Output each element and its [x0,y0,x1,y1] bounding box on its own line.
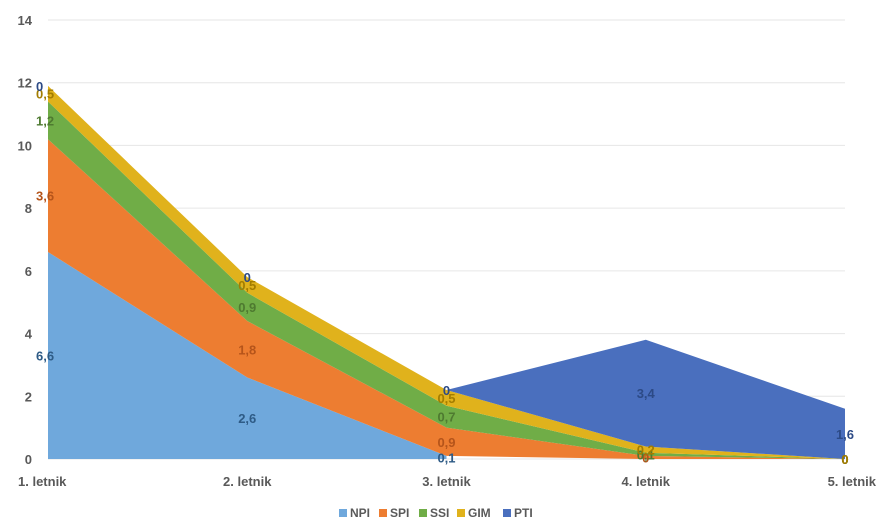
legend-label-spi: SPI [390,506,409,520]
data-label-spi: 0,9 [437,435,455,450]
legend-swatch-gim [457,509,465,517]
legend-label-npi: NPI [350,506,370,520]
y-tick-label: 4 [25,327,33,342]
data-label-pti: 0 [36,79,43,94]
area-pti [48,85,845,460]
y-axis-ticks: 0 2 4 6 8 10 12 14 [18,13,33,467]
data-label-pti: 0 [443,383,450,398]
legend-label-pti: PTI [514,506,533,520]
data-label-pti: 0 [244,270,251,285]
data-label-gim: 0 [841,452,848,467]
y-tick-label: 10 [18,138,32,153]
x-tick-label: 2. letnik [223,474,272,489]
data-labels: 6,62,60,13,61,80,90 01,20,90,70,1 00,50,50… [36,79,854,467]
x-tick-label: 3. letnik [422,474,471,489]
data-label-spi: 3,6 [36,189,54,204]
y-tick-label: 0 [25,452,32,467]
data-label-gim: 0,2 [637,443,655,458]
area-spi [48,139,845,459]
legend-swatch-spi [379,509,387,517]
legend-swatch-npi [339,509,347,517]
legend-swatch-ssi [419,509,427,517]
y-tick-label: 12 [18,76,32,91]
data-label-npi: 6,6 [36,349,54,364]
x-tick-label: 1. letnik [18,474,67,489]
data-label-ssi: 0 [841,452,848,467]
legend-label-ssi: SSI [430,506,449,520]
data-label-spi: 0 [642,450,649,465]
data-label-ssi: 0,9 [238,300,256,315]
area-series [48,85,845,460]
legend-swatch-pti [503,509,511,517]
y-tick-label: 2 [25,389,32,404]
data-label-pti: 1,6 [836,427,854,442]
x-axis-ticks: 1. letnik 2. letnik 3. letnik 4. letnik 5. l… [18,474,877,489]
data-label-gim: 0,5 [238,278,256,293]
x-tick-label: 4. letnik [622,474,671,489]
area-ssi [48,101,845,459]
data-label-pti: 3,4 [637,386,656,401]
data-label-npi: 0,1 [437,450,455,465]
data-label-spi: 0 [841,452,848,467]
data-label-ssi: 1,2 [36,113,54,128]
legend-label-gim: GIM [468,506,491,520]
y-tick-label: 6 [25,264,32,279]
data-label-spi: 1,8 [238,342,256,357]
data-label-ssi: 0,7 [437,410,455,425]
y-tick-label: 14 [18,13,33,28]
data-label-ssi: 0,1 [637,447,655,462]
x-tick-label: 5. letnik [828,474,877,489]
data-label-gim: 0,5 [437,391,455,406]
y-tick-label: 8 [25,201,32,216]
data-label-gim: 0,5 [36,87,54,102]
area-npi [48,252,447,459]
legend: NPI SPI SSI GIM PTI [339,506,533,520]
data-label-npi: 2,6 [238,411,256,426]
